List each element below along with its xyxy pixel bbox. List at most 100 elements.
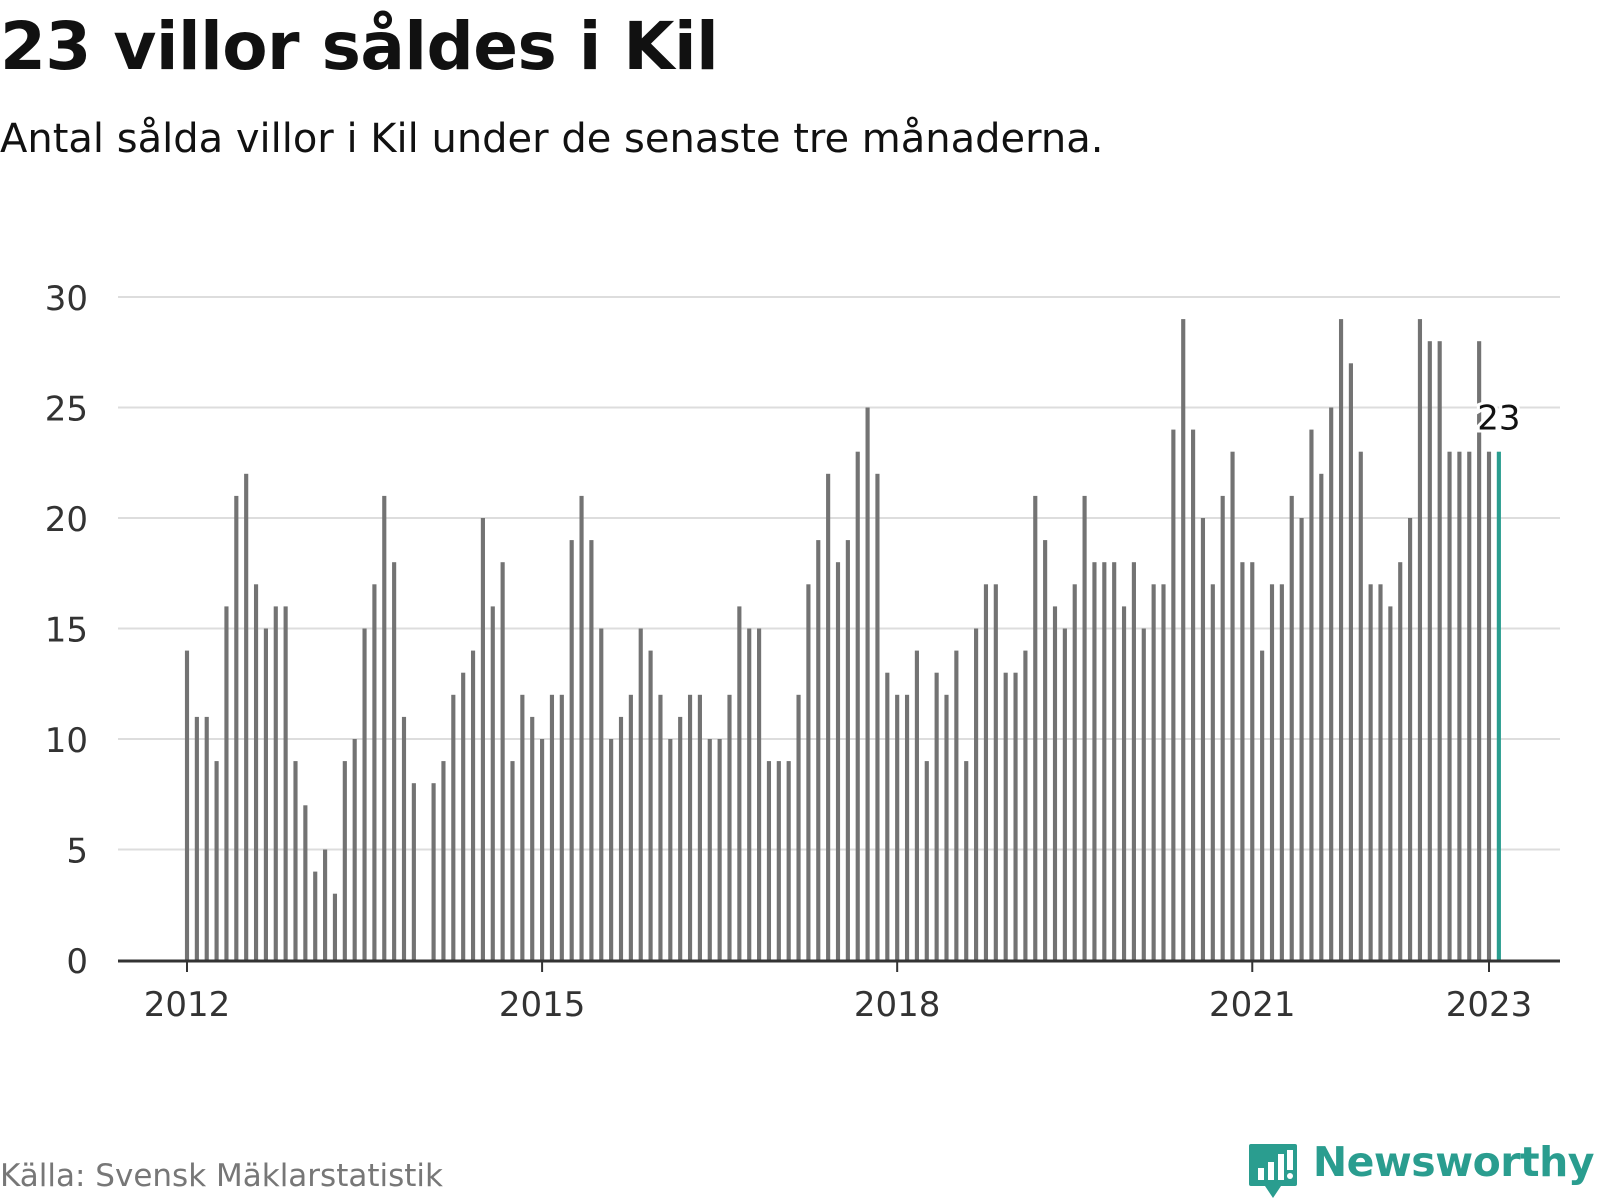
bar-130 bbox=[1467, 451, 1472, 960]
bar-100 bbox=[1171, 429, 1176, 961]
bar-31 bbox=[490, 606, 495, 960]
bar-101 bbox=[1181, 319, 1186, 961]
bar-45 bbox=[628, 694, 633, 960]
y-tick-label-5: 5 bbox=[66, 832, 88, 872]
bar-77 bbox=[944, 694, 949, 960]
bar-93 bbox=[1102, 562, 1107, 960]
bar-59 bbox=[766, 761, 772, 960]
bar-36 bbox=[540, 739, 545, 960]
bar-2 bbox=[204, 716, 209, 960]
bar-82 bbox=[993, 584, 998, 960]
x-tick-label-2012: 2012 bbox=[144, 985, 231, 1025]
bar-115 bbox=[1319, 473, 1324, 960]
bar-129 bbox=[1457, 451, 1462, 960]
bar-60 bbox=[776, 761, 781, 960]
bar-98 bbox=[1151, 584, 1156, 960]
bar-5 bbox=[234, 495, 239, 960]
bar-7 bbox=[253, 584, 259, 960]
bar-50 bbox=[678, 716, 683, 960]
source-note: Källa: Svensk Mäklarstatistik bbox=[0, 1158, 443, 1194]
bar-56 bbox=[737, 606, 742, 960]
bar-11 bbox=[293, 761, 298, 960]
bar-17 bbox=[352, 739, 357, 960]
x-tick-label-2021: 2021 bbox=[1209, 985, 1296, 1025]
bar-124 bbox=[1408, 518, 1413, 960]
bar-10 bbox=[283, 606, 288, 960]
bar-102 bbox=[1191, 429, 1196, 961]
bar-34 bbox=[520, 694, 525, 960]
bar-72 bbox=[895, 694, 900, 960]
bar-54 bbox=[717, 739, 722, 960]
bar-52 bbox=[697, 694, 702, 960]
bar-23 bbox=[411, 783, 416, 960]
bar-64 bbox=[816, 540, 821, 960]
bar-83 bbox=[1003, 672, 1008, 960]
y-axis-ticks: 0 5 10 15 20 25 30 bbox=[45, 279, 88, 982]
bar-53 bbox=[707, 739, 712, 960]
last-value-label: 23 bbox=[1477, 399, 1520, 439]
bar-133 bbox=[1496, 451, 1501, 960]
bar-109 bbox=[1260, 650, 1265, 960]
bar-88 bbox=[1052, 606, 1058, 960]
y-tick-label-10: 10 bbox=[45, 721, 88, 761]
bar-78 bbox=[954, 650, 959, 960]
bar-108 bbox=[1250, 562, 1255, 960]
bar-57 bbox=[747, 628, 752, 960]
bar-86 bbox=[1033, 495, 1038, 960]
bar-117 bbox=[1338, 319, 1344, 961]
bar-3 bbox=[214, 761, 219, 960]
bar-46 bbox=[638, 628, 643, 960]
bar-29 bbox=[470, 650, 476, 960]
bar-94 bbox=[1112, 562, 1117, 960]
bar-12 bbox=[303, 805, 308, 960]
bar-92 bbox=[1092, 562, 1097, 960]
bar-37 bbox=[549, 694, 555, 960]
bars bbox=[184, 319, 1501, 961]
bar-68 bbox=[855, 451, 860, 960]
bar-chart: 0 5 10 15 20 25 30 2012 2015 2018 2021 2023 23 bbox=[45, 279, 1560, 1025]
bar-42 bbox=[599, 628, 604, 960]
bar-47 bbox=[648, 650, 653, 960]
bar-43 bbox=[609, 739, 614, 960]
bar-40 bbox=[579, 495, 584, 960]
bar-65 bbox=[826, 473, 831, 960]
y-tick-label-0: 0 bbox=[66, 942, 88, 982]
bar-8 bbox=[263, 628, 268, 960]
bar-118 bbox=[1348, 363, 1353, 960]
bar-79 bbox=[964, 761, 969, 960]
bar-67 bbox=[845, 540, 850, 960]
bar-22 bbox=[401, 716, 407, 960]
bar-20 bbox=[382, 495, 387, 960]
bar-111 bbox=[1279, 584, 1284, 960]
chart-subtitle: Antal sålda villor i Kil under de senast… bbox=[0, 116, 1104, 162]
bar-63 bbox=[806, 584, 811, 960]
bar-15 bbox=[332, 893, 338, 960]
bar-30 bbox=[480, 518, 485, 960]
bar-61 bbox=[786, 761, 791, 960]
bar-87 bbox=[1043, 540, 1048, 960]
bar-103 bbox=[1200, 518, 1206, 960]
bar-123 bbox=[1398, 562, 1403, 960]
bar-90 bbox=[1072, 584, 1077, 960]
bar-96 bbox=[1131, 562, 1136, 960]
x-axis: 2012 2015 2018 2021 2023 bbox=[118, 959, 1560, 1025]
bar-33 bbox=[510, 761, 515, 960]
bar-69 bbox=[865, 407, 870, 960]
bar-73 bbox=[904, 694, 910, 960]
x-tick-label-2018: 2018 bbox=[854, 985, 941, 1025]
bar-49 bbox=[668, 739, 673, 960]
bar-131 bbox=[1477, 341, 1482, 960]
bar-27 bbox=[451, 694, 456, 960]
bar-70 bbox=[875, 473, 880, 960]
bar-81 bbox=[983, 584, 989, 960]
bar-84 bbox=[1013, 672, 1018, 960]
bar-55 bbox=[727, 694, 732, 960]
bar-28 bbox=[461, 672, 466, 960]
bar-48 bbox=[658, 694, 663, 960]
bar-58 bbox=[757, 628, 762, 960]
bar-104 bbox=[1210, 584, 1215, 960]
bar-99 bbox=[1161, 584, 1166, 960]
brand-logo[interactable]: Newsworthy bbox=[1247, 1142, 1595, 1202]
bar-110 bbox=[1269, 584, 1275, 960]
bar-126 bbox=[1427, 341, 1432, 960]
